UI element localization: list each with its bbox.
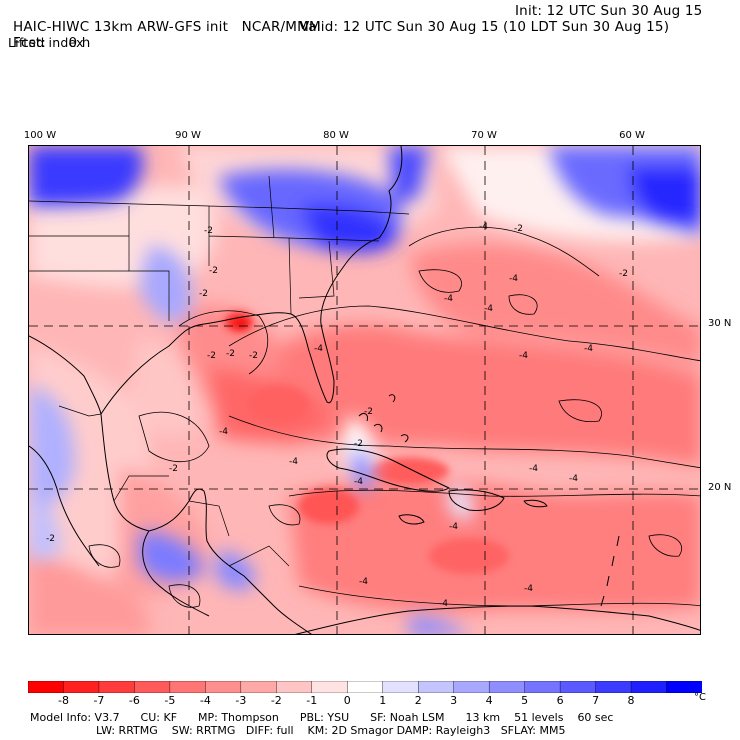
contour-label: -2 bbox=[207, 351, 216, 361]
contour-labels: -2 -2 -2 -2 -2 -2 -2 -2 -2 -2 -2 -4 -4 -4 -4 -4 -4 -4 -4 -4… bbox=[46, 222, 628, 609]
field-name: Lifted index bbox=[8, 35, 84, 50]
field-shading bbox=[29, 146, 700, 634]
colorbar bbox=[28, 681, 702, 693]
colorbar-swatch bbox=[524, 681, 561, 693]
colorbar-tick-label: 5 bbox=[521, 694, 529, 707]
lifted-index-map: -2 -2 -2 -2 -2 -2 -2 -2 -2 -2 -2 -4 -4 -4 -4 -4 -4 -4 -4 -4… bbox=[28, 145, 701, 635]
contour-lines bbox=[88, 226, 700, 608]
contour-label: -4 bbox=[524, 584, 533, 594]
colorbar-swatch bbox=[418, 681, 455, 693]
colorbar-swatch bbox=[28, 681, 65, 693]
colorbar-swatch bbox=[488, 681, 526, 693]
lon-label-100w: 100 W bbox=[23, 130, 57, 141]
colorbar-swatch bbox=[63, 681, 100, 693]
contour-label: -4 bbox=[354, 477, 363, 487]
contour-label: -4 bbox=[519, 351, 528, 361]
colorbar-tick-label: -8 bbox=[57, 694, 69, 707]
contour-label: -4 bbox=[314, 344, 323, 354]
contour-label: -2 bbox=[209, 266, 218, 276]
contour-label: -4 bbox=[439, 599, 448, 609]
colorbar-tick-label: -6 bbox=[128, 694, 140, 707]
colorbar-swatch bbox=[169, 681, 207, 693]
lon-label-60w: 60 W bbox=[619, 130, 645, 141]
contour-label: -2 bbox=[514, 224, 523, 234]
model-title: HAIC-HIWC 13km ARW-GFS init NCAR/MMM bbox=[12, 19, 321, 35]
colorbar-tick-label: 6 bbox=[556, 694, 564, 707]
colorbar-tick-label: 8 bbox=[627, 694, 635, 707]
colorbar-tick-label: -4 bbox=[199, 694, 211, 707]
colorbar-swatch bbox=[134, 681, 171, 693]
colorbar-tick-label: -1 bbox=[306, 694, 318, 707]
political-borders bbox=[29, 175, 410, 567]
contour-label: -4 bbox=[289, 457, 298, 467]
colorbar-swatch bbox=[98, 681, 136, 693]
colorbar-swatch bbox=[205, 681, 242, 693]
colorbar-tick-label: -7 bbox=[93, 694, 105, 707]
contour-label: -2 bbox=[199, 289, 208, 299]
colorbar-swatch bbox=[276, 681, 313, 693]
colorbar-swatch bbox=[559, 681, 597, 693]
colorbar-swatch bbox=[453, 681, 490, 693]
colorbar-tick-label: -2 bbox=[270, 694, 282, 707]
contour-label: -2 bbox=[46, 534, 55, 544]
contour-label: -4 bbox=[359, 577, 368, 587]
lat-label-20n: 20 N bbox=[708, 482, 732, 493]
colorbar-swatch bbox=[630, 681, 668, 693]
map-canvas: -2 -2 -2 -2 -2 -2 -2 -2 -2 -2 -2 -4 -4 -4 -4 -4 -4 -4 -4 -4… bbox=[29, 146, 700, 634]
colorbar-tick-label: -3 bbox=[235, 694, 247, 707]
contour-label: -4 bbox=[484, 304, 493, 314]
contour-label: -4 bbox=[569, 474, 578, 484]
colorbar-tick-label: 0 bbox=[343, 694, 351, 707]
colorbar-swatch bbox=[595, 681, 632, 693]
colorbar-swatch bbox=[240, 681, 278, 693]
colorbar-swatch bbox=[666, 681, 702, 693]
colorbar-swatch bbox=[311, 681, 348, 693]
contour-label: -2 bbox=[354, 439, 363, 449]
contour-label: -4 bbox=[479, 222, 488, 232]
lat-lon-grid bbox=[29, 146, 700, 634]
lon-label-70w: 70 W bbox=[471, 130, 497, 141]
forecast-hour: Fcst: 0 h bbox=[12, 35, 91, 51]
colorbar-swatch bbox=[347, 681, 384, 693]
contour-label: -2 bbox=[169, 464, 178, 474]
contour-label: -4 bbox=[529, 464, 538, 474]
contour-label: -4 bbox=[509, 274, 518, 284]
valid-time: Valid: 12 UTC Sun 30 Aug 15 (10 LDT Sun … bbox=[300, 19, 670, 35]
contour-label: -2 bbox=[249, 351, 258, 361]
colorbar-tick-label: 7 bbox=[592, 694, 600, 707]
lat-label-30n: 30 N bbox=[708, 318, 732, 329]
contour-label: -2 bbox=[204, 226, 213, 236]
colorbar-tick-label: 3 bbox=[450, 694, 458, 707]
model-info-line2: LW: RRTMG SW: RRTMG DIFF: full KM: 2D Sm… bbox=[96, 724, 566, 737]
init-time: Init: 12 UTC Sun 30 Aug 15 bbox=[515, 3, 703, 19]
colorbar-unit: °C bbox=[694, 692, 706, 703]
contour-label: -4 bbox=[584, 344, 593, 354]
contour-label: -4 bbox=[444, 294, 453, 304]
contour-label: -2 bbox=[226, 349, 235, 359]
lon-label-90w: 90 W bbox=[175, 130, 201, 141]
colorbar-swatch bbox=[382, 681, 419, 693]
contour-label: -2 bbox=[364, 407, 373, 417]
model-info-line1: Model Info: V3.7 CU: KF MP: Thompson PBL… bbox=[30, 711, 614, 724]
colorbar-tick-label: 1 bbox=[379, 694, 387, 707]
lon-label-80w: 80 W bbox=[323, 130, 349, 141]
colorbar-tick-label: -5 bbox=[164, 694, 176, 707]
contour-label: -4 bbox=[219, 427, 228, 437]
colorbar-tick-label: 4 bbox=[485, 694, 493, 707]
colorbar-tick-label: 2 bbox=[414, 694, 422, 707]
contour-label: -2 bbox=[619, 269, 628, 279]
contour-label: -4 bbox=[449, 522, 458, 532]
